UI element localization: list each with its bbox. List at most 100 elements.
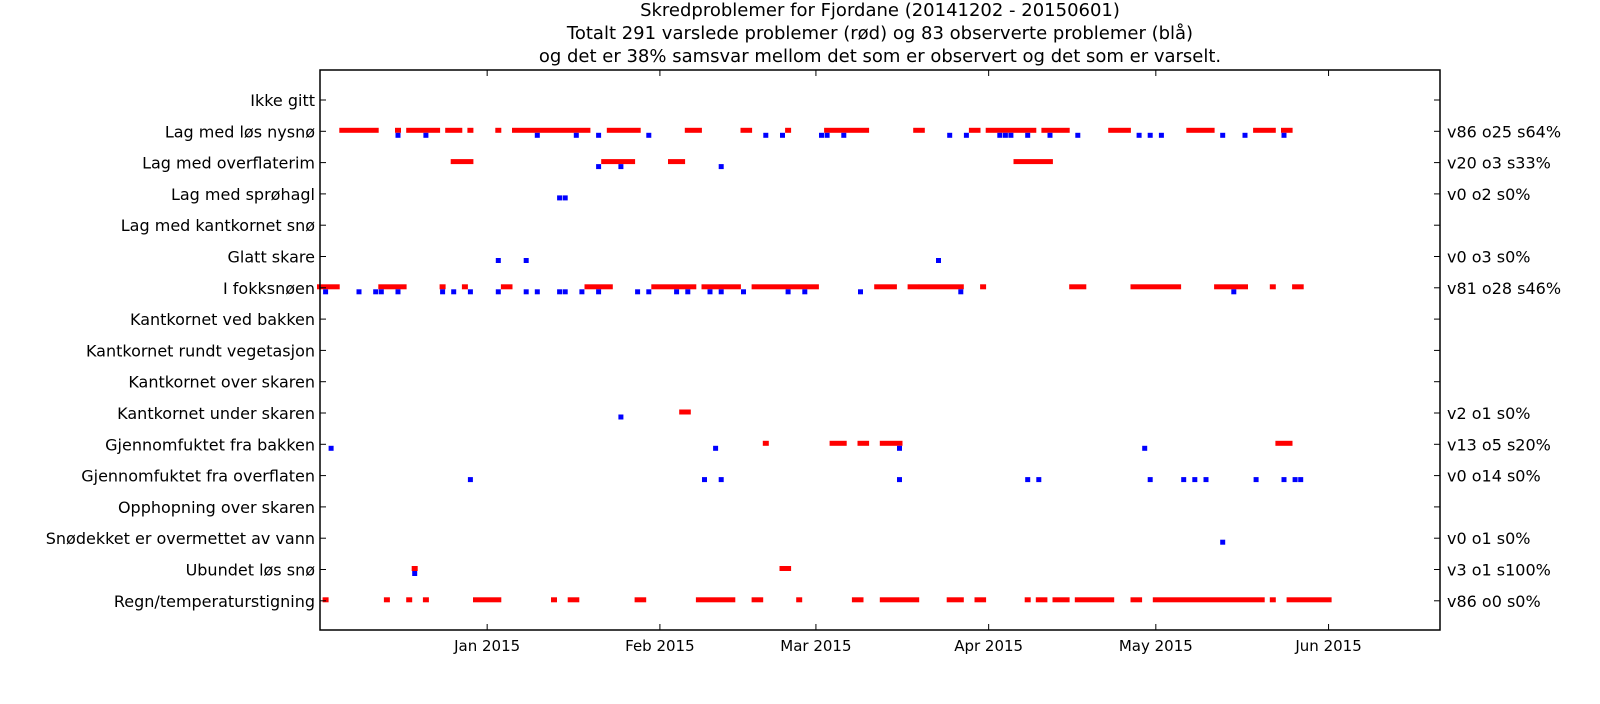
forecast-mark [907,284,920,290]
forecast-mark [968,127,981,133]
forecast-mark [1269,597,1276,603]
forecast-mark [974,597,987,603]
observed-mark [596,289,602,295]
stats-label: v20 o3 s33% [1447,154,1551,173]
forecast-mark [512,127,591,133]
observed-mark [897,445,902,451]
observed-mark [395,289,401,295]
stats-label: v2 o1 s0% [1447,404,1531,423]
observed-mark [1147,132,1153,138]
title-line-2: og det er 38% samsvar mellom det som er … [539,46,1221,67]
stats-label: v86 o0 s0% [1447,592,1541,611]
category-label: Gjennomfuktet fra bakken [105,435,315,454]
observed-mark [819,132,824,138]
category-label: Lag med overflaterim [142,154,315,173]
forecast-mark [985,127,1037,133]
forecast-mark [1024,597,1031,603]
forecast-mark [473,597,502,603]
observed-mark [423,132,429,138]
category-label: I fokksnøen [223,279,315,298]
forecast-mark [450,159,474,165]
forecast-mark [551,597,557,603]
observed-mark [824,132,830,138]
forecast-mark [913,127,925,133]
forecast-mark [851,597,864,603]
category-label: Lag med sprøhagl [171,185,315,204]
stats-label: v3 o1 s100% [1447,561,1551,580]
stats-label: v86 o25 s64% [1447,122,1561,141]
category-label: Lag med kantkornet snø [121,216,315,235]
observed-mark [467,289,473,295]
forecast-mark [796,597,803,603]
forecast-mark [467,127,474,133]
forecast-mark [1281,127,1293,133]
forecast-mark [1130,597,1143,603]
forecast-mark [322,597,329,603]
observed-mark [1203,477,1209,483]
observed-mark [997,132,1003,138]
forecast-mark [740,127,753,133]
observed-mark [1281,132,1287,138]
category-label: Opphopning over skaren [118,498,315,517]
observed-mark [412,571,418,576]
forecast-mark [1275,440,1293,446]
forecast-mark [751,597,764,603]
observed-mark [1231,289,1237,295]
forecast-mark [879,597,920,603]
x-tick-label: May 2015 [1119,637,1193,655]
category-label: Lag med løs nysnø [165,122,315,141]
forecast-mark [879,440,903,446]
observed-mark [1147,477,1153,483]
forecast-mark [668,159,686,165]
category-label: Regn/temperaturstigning [114,592,315,611]
observed-mark [635,289,641,295]
forecast-mark [395,127,401,133]
forecast-mark [1269,284,1276,290]
observed-mark [1025,477,1031,483]
forecast-mark [946,597,964,603]
forecast-mark [1074,597,1115,603]
forecast-mark [918,284,964,290]
observed-mark [596,164,602,170]
forecast-mark [1292,284,1304,290]
observed-mark [963,132,969,138]
observed-mark [763,132,769,138]
observed-mark [785,289,791,295]
observed-mark [1220,539,1226,545]
observed-mark [718,164,724,170]
observed-mark [1136,132,1142,138]
observed-mark [646,289,652,295]
forecast-mark [684,127,702,133]
observed-mark [674,289,680,295]
observed-mark [1192,477,1198,483]
category-label: Gjennomfuktet fra overflaten [81,467,315,486]
forecast-mark [383,597,390,603]
category-label: Kantkornet under skaren [117,404,315,423]
forecast-mark [1013,159,1053,165]
forecast-mark [422,597,429,603]
forecast-mark [751,284,819,290]
observed-mark [897,477,902,483]
observed-mark [718,477,724,483]
stats-label: v0 o1 s0% [1447,529,1531,548]
observed-mark [1298,477,1304,483]
observed-mark [947,132,953,138]
observed-mark [646,132,652,138]
observed-mark [534,132,540,138]
observed-mark [495,289,501,295]
title-line-1: Totalt 291 varslede problemer (rød) og 8… [566,23,1193,44]
observed-mark [523,258,529,263]
observed-mark [1242,132,1248,138]
plot-frame [319,69,1441,631]
observed-mark [1008,132,1014,138]
stats-label: v0 o2 s0% [1447,185,1531,204]
forecast-mark [411,566,418,571]
category-label: Glatt skare [228,248,315,267]
forecast-mark [1152,597,1265,603]
observed-mark [702,477,707,483]
observed-mark [523,289,529,295]
forecast-mark [1035,597,1048,603]
forecast-mark [701,284,741,290]
